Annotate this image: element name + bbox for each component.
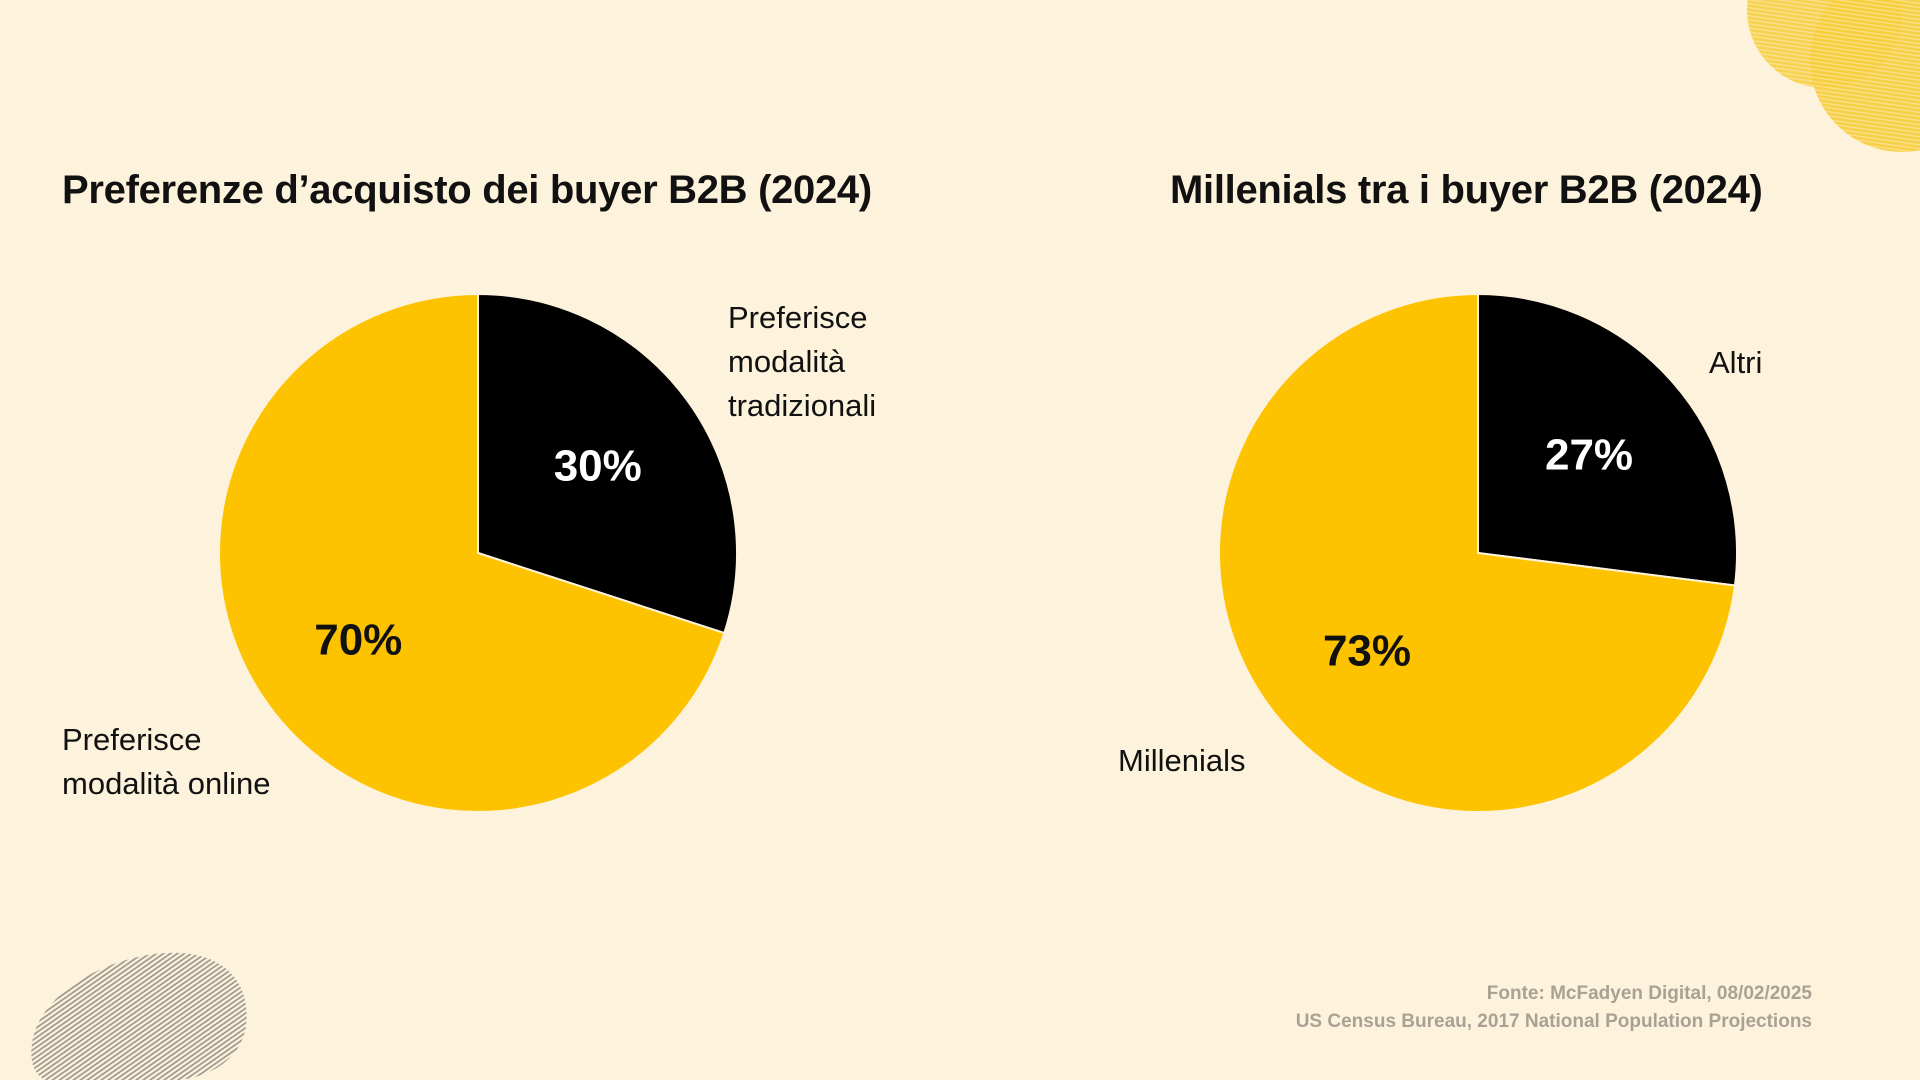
chart-panel-millenials: Millenials tra i buyer B2B (2024) 27% 73%… xyxy=(960,0,1920,1080)
pie-value-label-other: 27% xyxy=(1545,431,1633,480)
pie-value-label-other: 30% xyxy=(554,442,642,491)
pie-chart-millenials: 27% 73% xyxy=(1218,292,1738,813)
slice-label-others: Altri xyxy=(1709,345,1763,380)
chart-title-buyer-preferences: Preferenze d’acquisto dei buyer B2B (202… xyxy=(62,168,872,212)
source-line-2: US Census Bureau, 2017 National Populati… xyxy=(1295,1011,1812,1032)
pie-chart-buyer-preferences: 30% 70% xyxy=(218,292,738,813)
pie-slice-other xyxy=(477,292,738,635)
pie-value-label-main: 73% xyxy=(1323,626,1411,675)
slice-label-millenials: Millenials xyxy=(1118,743,1246,778)
pie-slice-main xyxy=(218,292,726,813)
source-line-1: Fonte: McFadyen Digital, 08/02/2025 xyxy=(1486,983,1812,1004)
slice-label-online: Preferisce modalità online xyxy=(62,722,271,801)
chart-panel-buyer-preferences: Preferenze d’acquisto dei buyer B2B (202… xyxy=(62,168,877,813)
source-note: Fonte: McFadyen Digital, 08/02/2025 US C… xyxy=(1296,980,1812,1036)
slice-label-traditional: Preferisce modalità tradizionali xyxy=(728,300,877,423)
pie-slice-other xyxy=(1477,292,1738,587)
pie-slice-main xyxy=(1218,292,1737,813)
chart-title-millenials: Millenials tra i buyer B2B (2024) xyxy=(1170,168,1763,212)
pie-value-label-main: 70% xyxy=(314,615,402,664)
